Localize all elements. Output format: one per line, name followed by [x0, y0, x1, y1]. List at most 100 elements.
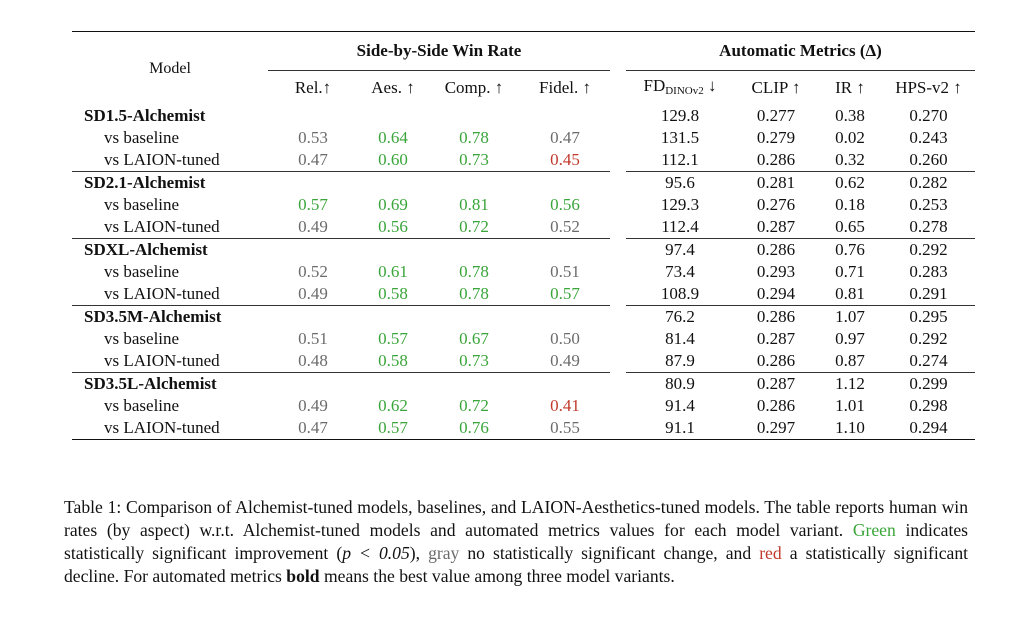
metric-hps-v2-cell: 0.295 [882, 305, 975, 328]
caption-bold-word: bold [286, 566, 320, 586]
winrate-fidel-cell: 0.52 [550, 217, 580, 236]
winrate-fidel-cell: 0.47 [550, 128, 580, 147]
metric-fd-dinov2-cell: 91.1 [626, 417, 734, 440]
table-row: vs LAION-tuned 0.47 0.60 0.73 0.45 112.1 0.286… [72, 149, 975, 172]
winrate-aes-cell: 0.57 [378, 329, 408, 348]
winrate-rel-cell [268, 171, 358, 194]
metric-hps-v2-cell: 0.292 [909, 329, 948, 348]
metric-ir-cell: 0.87 [835, 351, 865, 370]
comparison-label: vs LAION-tuned [104, 150, 220, 169]
metric-clip-cell: 0.286 [734, 305, 818, 328]
caption-gray-word: gray [428, 543, 460, 563]
comparison-label: vs baseline [104, 262, 180, 281]
metric-hps-v2-cell: 0.260 [909, 150, 948, 169]
comparison-label: vs LAION-tuned [72, 417, 268, 440]
metric-ir-cell: 0.71 [835, 262, 865, 281]
model-column-header: Model [72, 31, 268, 105]
metric-ir-cell: 1.12 [818, 372, 882, 395]
winrate-rel-cell: 0.48 [298, 351, 328, 370]
winrate-aes-cell: 0.60 [378, 150, 408, 169]
col-header-fd-dinov2: FDDINOv2 ↓ [643, 75, 717, 97]
winrate-fidel-cell: 0.50 [550, 329, 580, 348]
table-row: SD1.5-Alchemist 129.8 0.277 0.38 0.270 [72, 105, 975, 127]
metric-fd-dinov2-cell: 108.9 [660, 284, 700, 303]
col-header-comp: Comp. ↑ [444, 78, 504, 97]
table-row: vs LAION-tuned 0.47 0.57 0.76 0.55 91.1 0.297 1… [72, 417, 975, 440]
metric-clip-cell: 0.293 [756, 262, 796, 281]
comparison-label: vs baseline [104, 195, 180, 214]
table-caption: Table 1: Comparison of Alchemist-tuned m… [64, 497, 969, 586]
metric-clip-cell: 0.286 [756, 351, 796, 370]
winrate-comp-cell [428, 105, 520, 127]
metric-ir-cell: 0.62 [818, 171, 882, 194]
winrate-comp-cell: 0.78 [459, 284, 489, 303]
winrate-rel-cell: 0.49 [298, 396, 328, 415]
winrate-fidel-cell: 0.51 [550, 262, 580, 281]
winrate-rel-cell: 0.51 [298, 329, 328, 348]
winrate-fidel-cell [520, 372, 610, 395]
winrate-aes-cell [358, 238, 428, 261]
metric-ir-cell: 0.18 [835, 195, 865, 214]
metric-hps-v2-cell: 0.253 [909, 195, 948, 214]
metric-hps-v2-cell: 0.274 [909, 351, 948, 370]
metric-hps-v2-cell: 0.282 [882, 171, 975, 194]
metric-ir-cell: 1.07 [818, 305, 882, 328]
winrate-comp-cell: 0.67 [459, 329, 489, 348]
winrate-rel-cell: 0.57 [298, 195, 328, 214]
winrate-fidel-cell [520, 171, 610, 194]
results-table-body: SD1.5-Alchemist 129.8 0.277 0.38 0.270 vs bas… [72, 105, 975, 440]
model-name: SD3.5L-Alchemist [72, 372, 268, 395]
winrate-fidel-cell: 0.56 [550, 195, 580, 214]
table-row: vs baseline 0.52 0.61 0.78 0.51 73.4 0.293 0.71… [72, 261, 975, 283]
winrate-rel-cell: 0.49 [298, 217, 328, 236]
winrate-aes-cell: 0.58 [378, 351, 408, 370]
metric-hps-v2-cell: 0.292 [882, 238, 975, 261]
comparison-label: vs baseline [104, 396, 180, 415]
metric-fd-dinov2-cell: 91.4 [665, 396, 695, 415]
winrate-aes-cell: 0.69 [378, 195, 408, 214]
winrate-rel-cell: 0.52 [298, 262, 328, 281]
winrate-rel-cell [268, 238, 358, 261]
metric-clip-cell: 0.297 [734, 417, 818, 440]
metric-ir-cell: 0.02 [835, 128, 865, 147]
winrate-comp-cell: 0.81 [459, 195, 489, 214]
metric-fd-dinov2-cell: 131.5 [660, 128, 700, 147]
table-row: SD3.5L-Alchemist 80.9 0.287 1.12 0.299 [72, 372, 975, 395]
metric-fd-dinov2-cell: 76.2 [626, 305, 734, 328]
winrate-fidel-cell [520, 238, 610, 261]
winrate-comp-cell [428, 305, 520, 328]
table-row: vs baseline 0.51 0.57 0.67 0.50 81.4 0.287 0.97… [72, 328, 975, 350]
winrate-rel-cell [268, 105, 358, 127]
winrate-aes-cell: 0.61 [378, 262, 408, 281]
winrate-comp-cell [428, 238, 520, 261]
winrate-rel-cell: 0.49 [298, 284, 328, 303]
metric-hps-v2-cell: 0.298 [909, 396, 948, 415]
winrate-comp-cell: 0.72 [459, 217, 489, 236]
col-header-rel: Rel.↑ [294, 78, 332, 97]
metric-ir-cell: 0.65 [835, 217, 865, 236]
table-row: vs LAION-tuned 0.49 0.56 0.72 0.52 112.4 0.287… [72, 216, 975, 239]
winrate-aes-cell: 0.62 [378, 396, 408, 415]
metric-clip-cell: 0.277 [756, 106, 796, 125]
winrate-comp-cell [428, 171, 520, 194]
metric-ir-cell: 1.01 [835, 396, 865, 415]
metric-ir-cell: 0.81 [835, 284, 865, 303]
metric-clip-cell: 0.286 [734, 238, 818, 261]
table-row: vs LAION-tuned 0.48 0.58 0.73 0.49 87.9 0.286 0… [72, 350, 975, 373]
table-row: SD2.1-Alchemist 95.6 0.281 0.62 0.282 [72, 171, 975, 194]
metric-clip-cell: 0.286 [756, 396, 796, 415]
metric-clip-cell: 0.287 [756, 329, 796, 348]
winrate-comp-cell: 0.72 [459, 396, 489, 415]
col-header-aes: Aes. ↑ [371, 78, 415, 97]
results-table: Model Side-by-Side Win Rate Automatic Me… [72, 31, 975, 440]
metric-ir-cell: 0.38 [835, 106, 865, 125]
winrate-fidel-cell: 0.41 [550, 396, 580, 415]
metric-hps-v2-cell: 0.294 [882, 417, 975, 440]
caption-green-word: Green [852, 520, 896, 540]
winrate-comp-cell: 0.73 [459, 150, 489, 169]
comparison-label: vs baseline [104, 128, 180, 147]
winrate-comp-cell: 0.76 [428, 417, 520, 440]
metric-ir-cell: 1.10 [818, 417, 882, 440]
metric-hps-v2-cell: 0.270 [909, 106, 948, 125]
table-row: SD3.5M-Alchemist 76.2 0.286 1.07 0.295 [72, 305, 975, 328]
